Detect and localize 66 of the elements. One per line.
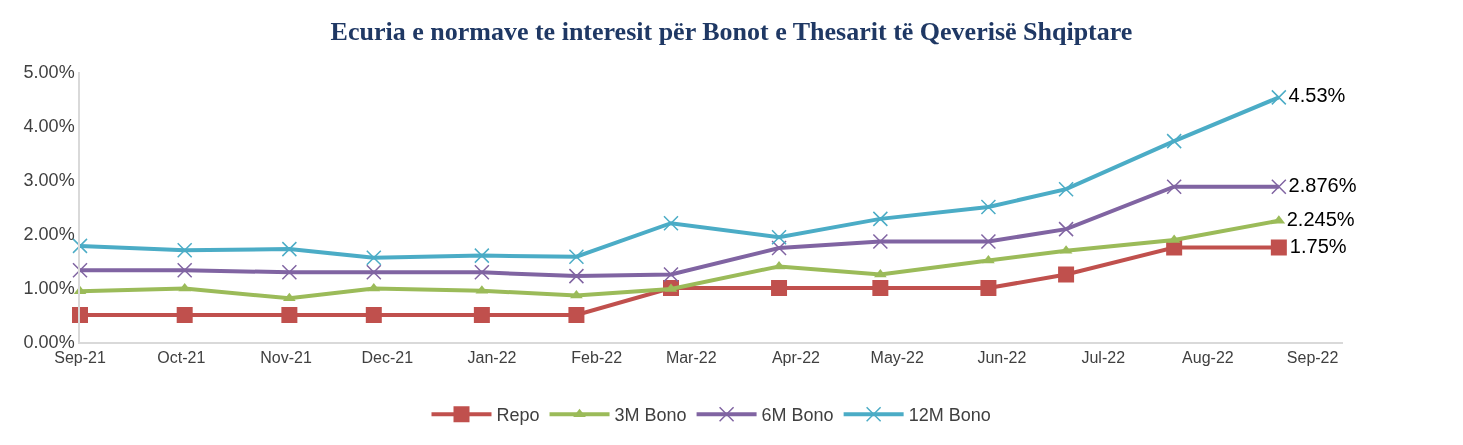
data-label: 2.876% — [1288, 173, 1357, 196]
y-tick-label: 5.00% — [23, 62, 75, 83]
x-tick-label: Sep-22 — [1286, 348, 1339, 366]
data-label: 2.245% — [1286, 207, 1355, 230]
point — [980, 199, 997, 215]
point — [771, 240, 787, 256]
point — [1271, 89, 1287, 106]
point — [1271, 178, 1287, 195]
point — [772, 260, 786, 270]
point — [176, 242, 193, 258]
y-tick-label: 3.00% — [23, 170, 75, 191]
x-tick-label: Jun-22 — [977, 348, 1027, 366]
x-tick-label: Sep-21 — [54, 348, 106, 366]
legend-label: 12M Bono — [908, 405, 991, 426]
data-label: 1.75% — [1289, 234, 1347, 257]
point — [982, 254, 995, 264]
point — [366, 250, 382, 266]
legend-label: Repo — [496, 405, 540, 426]
chart-title: Ecuria e normave te interesit për Bonot e Thesarit të Qeverisë Shqiptare — [330, 17, 1133, 47]
point — [872, 211, 889, 227]
point — [980, 233, 997, 250]
point — [72, 262, 88, 278]
point — [473, 307, 490, 323]
point — [872, 280, 889, 296]
x-tick-label: Nov-21 — [260, 348, 312, 366]
legend-label: 6M Bono — [761, 405, 834, 426]
point — [1166, 133, 1182, 149]
point — [281, 307, 298, 323]
point — [568, 307, 585, 323]
point — [474, 264, 490, 281]
point — [1166, 178, 1182, 195]
point — [568, 268, 585, 284]
point — [176, 262, 193, 278]
point — [72, 238, 88, 254]
x-tick-label: Dec-21 — [361, 348, 414, 366]
x-tick-label: Oct-21 — [157, 348, 206, 366]
data-label: 4.53% — [1288, 84, 1346, 107]
x-tick-label: Apr-22 — [771, 348, 821, 366]
point — [283, 292, 296, 302]
x-tick-label: Jul-22 — [1081, 348, 1126, 366]
x-tick-label: Feb-22 — [571, 348, 623, 366]
point — [663, 266, 679, 283]
point — [1058, 266, 1075, 283]
y-tick-label: 1.00% — [23, 278, 75, 299]
point — [771, 280, 788, 296]
point — [1058, 221, 1074, 237]
x-tick-label: Mar-22 — [665, 348, 717, 366]
point — [474, 247, 490, 264]
point — [663, 215, 679, 231]
point — [366, 264, 382, 281]
y-tick-label: 2.00% — [23, 224, 75, 245]
point — [176, 307, 193, 323]
point — [568, 248, 585, 265]
x-tick-label: May-22 — [870, 348, 925, 366]
y-tick-label: 4.00% — [23, 116, 75, 137]
point — [980, 280, 997, 296]
point — [771, 229, 787, 245]
legend-label: 3M Bono — [614, 405, 687, 426]
point — [872, 233, 889, 250]
x-tick-label: Aug-22 — [1182, 348, 1234, 366]
point — [1058, 181, 1074, 197]
point — [365, 307, 382, 323]
point — [281, 241, 298, 257]
x-tick-label: Jan-22 — [467, 348, 517, 366]
point — [281, 264, 298, 281]
point — [1270, 239, 1287, 256]
